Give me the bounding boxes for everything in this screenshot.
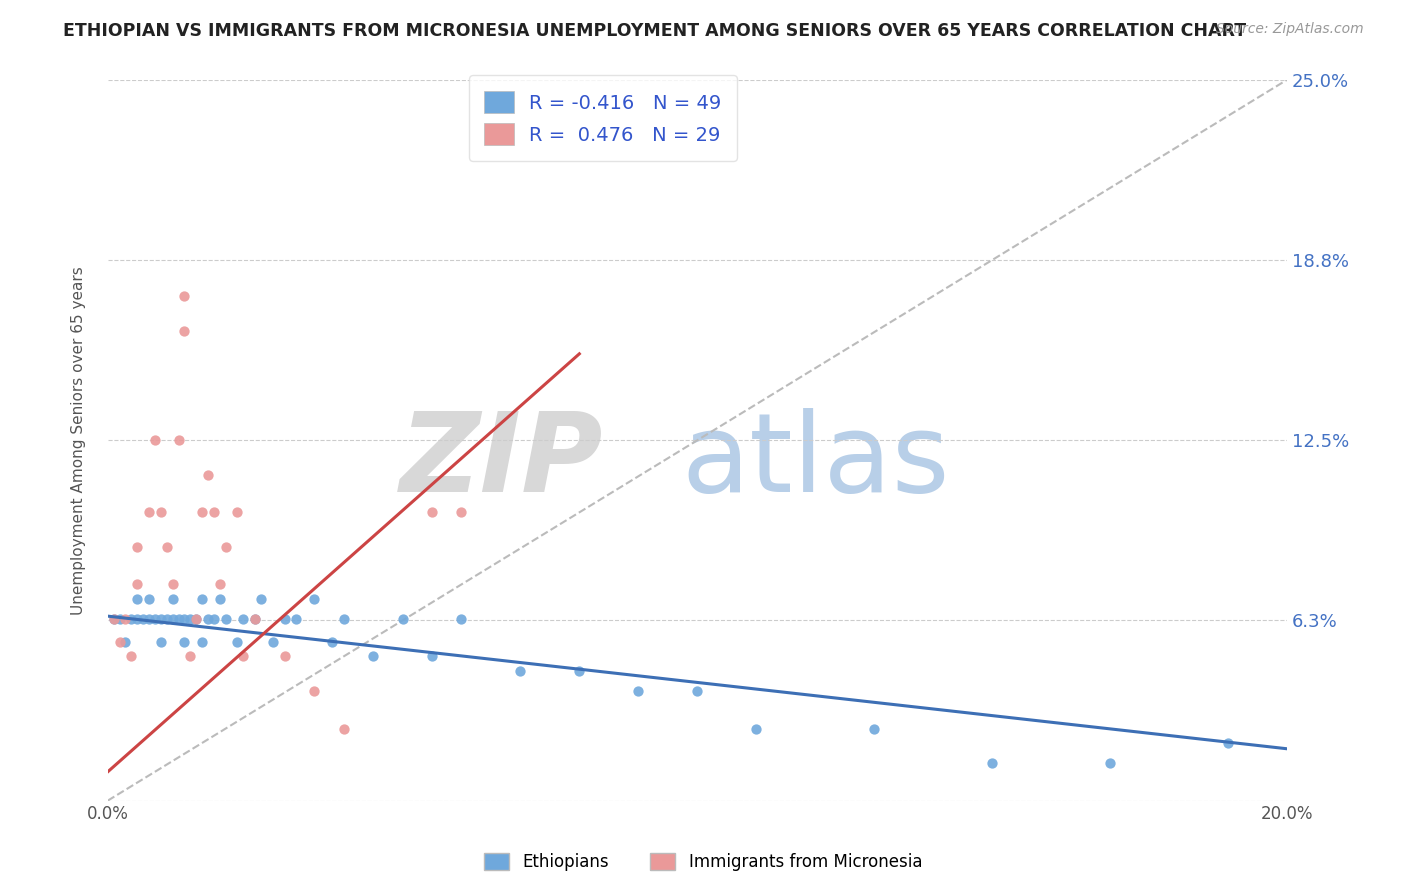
Point <box>108 635 131 649</box>
Point <box>273 612 295 626</box>
Point <box>162 612 184 626</box>
Point <box>332 722 354 736</box>
Point <box>863 722 886 736</box>
Point <box>250 591 273 606</box>
Point <box>321 635 343 649</box>
Point <box>127 591 149 606</box>
Point <box>108 612 131 626</box>
Text: Source: ZipAtlas.com: Source: ZipAtlas.com <box>1216 22 1364 37</box>
Point <box>173 612 195 626</box>
Point <box>243 612 266 626</box>
Point <box>143 434 166 448</box>
Point <box>120 649 142 664</box>
Point <box>202 612 225 626</box>
Point <box>138 505 160 519</box>
Point <box>568 664 591 678</box>
Point <box>243 612 266 626</box>
Point <box>114 612 136 626</box>
Point <box>208 591 231 606</box>
Point <box>120 612 142 626</box>
Point <box>208 577 231 591</box>
Point <box>197 467 219 482</box>
Point <box>103 612 125 626</box>
Point <box>262 635 284 649</box>
Point <box>156 612 179 626</box>
Point <box>391 612 413 626</box>
Point <box>273 649 295 664</box>
Point <box>745 722 768 736</box>
Point <box>132 612 155 626</box>
Point <box>191 635 214 649</box>
Point <box>981 756 1004 771</box>
Point <box>143 612 166 626</box>
Point <box>162 591 184 606</box>
Point <box>127 577 149 591</box>
Point <box>191 505 214 519</box>
Point <box>149 505 172 519</box>
Point <box>450 505 472 519</box>
Point <box>1216 736 1239 750</box>
Point <box>226 635 249 649</box>
Point <box>149 612 172 626</box>
Point <box>179 612 201 626</box>
Point <box>173 324 195 338</box>
Point <box>686 684 709 698</box>
Point <box>509 664 531 678</box>
Point <box>232 649 254 664</box>
Point <box>285 612 308 626</box>
Point <box>173 635 195 649</box>
Point <box>226 505 249 519</box>
Point <box>420 649 443 664</box>
Point <box>138 591 160 606</box>
Point <box>1098 756 1121 771</box>
Point <box>173 289 195 303</box>
Point <box>114 635 136 649</box>
Point <box>197 612 219 626</box>
Legend: Ethiopians, Immigrants from Micronesia: Ethiopians, Immigrants from Micronesia <box>475 845 931 880</box>
Point <box>149 635 172 649</box>
Point <box>167 612 190 626</box>
Point <box>103 612 125 626</box>
Point <box>302 591 325 606</box>
Point <box>202 505 225 519</box>
Point <box>167 434 190 448</box>
Text: atlas: atlas <box>681 409 949 516</box>
Legend: R = -0.416   N = 49, R =  0.476   N = 29: R = -0.416 N = 49, R = 0.476 N = 29 <box>468 75 737 161</box>
Text: ETHIOPIAN VS IMMIGRANTS FROM MICRONESIA UNEMPLOYMENT AMONG SENIORS OVER 65 YEARS: ETHIOPIAN VS IMMIGRANTS FROM MICRONESIA … <box>63 22 1246 40</box>
Point <box>162 577 184 591</box>
Point <box>191 591 214 606</box>
Point <box>450 612 472 626</box>
Point <box>420 505 443 519</box>
Y-axis label: Unemployment Among Seniors over 65 years: Unemployment Among Seniors over 65 years <box>72 266 86 615</box>
Point <box>627 684 650 698</box>
Point <box>214 612 236 626</box>
Point <box>156 540 179 554</box>
Point <box>332 612 354 626</box>
Point <box>302 684 325 698</box>
Point <box>214 540 236 554</box>
Point <box>179 649 201 664</box>
Point <box>138 612 160 626</box>
Point <box>127 612 149 626</box>
Point <box>186 612 208 626</box>
Point <box>127 540 149 554</box>
Point <box>232 612 254 626</box>
Point <box>361 649 384 664</box>
Text: ZIP: ZIP <box>399 409 603 516</box>
Point <box>186 612 208 626</box>
